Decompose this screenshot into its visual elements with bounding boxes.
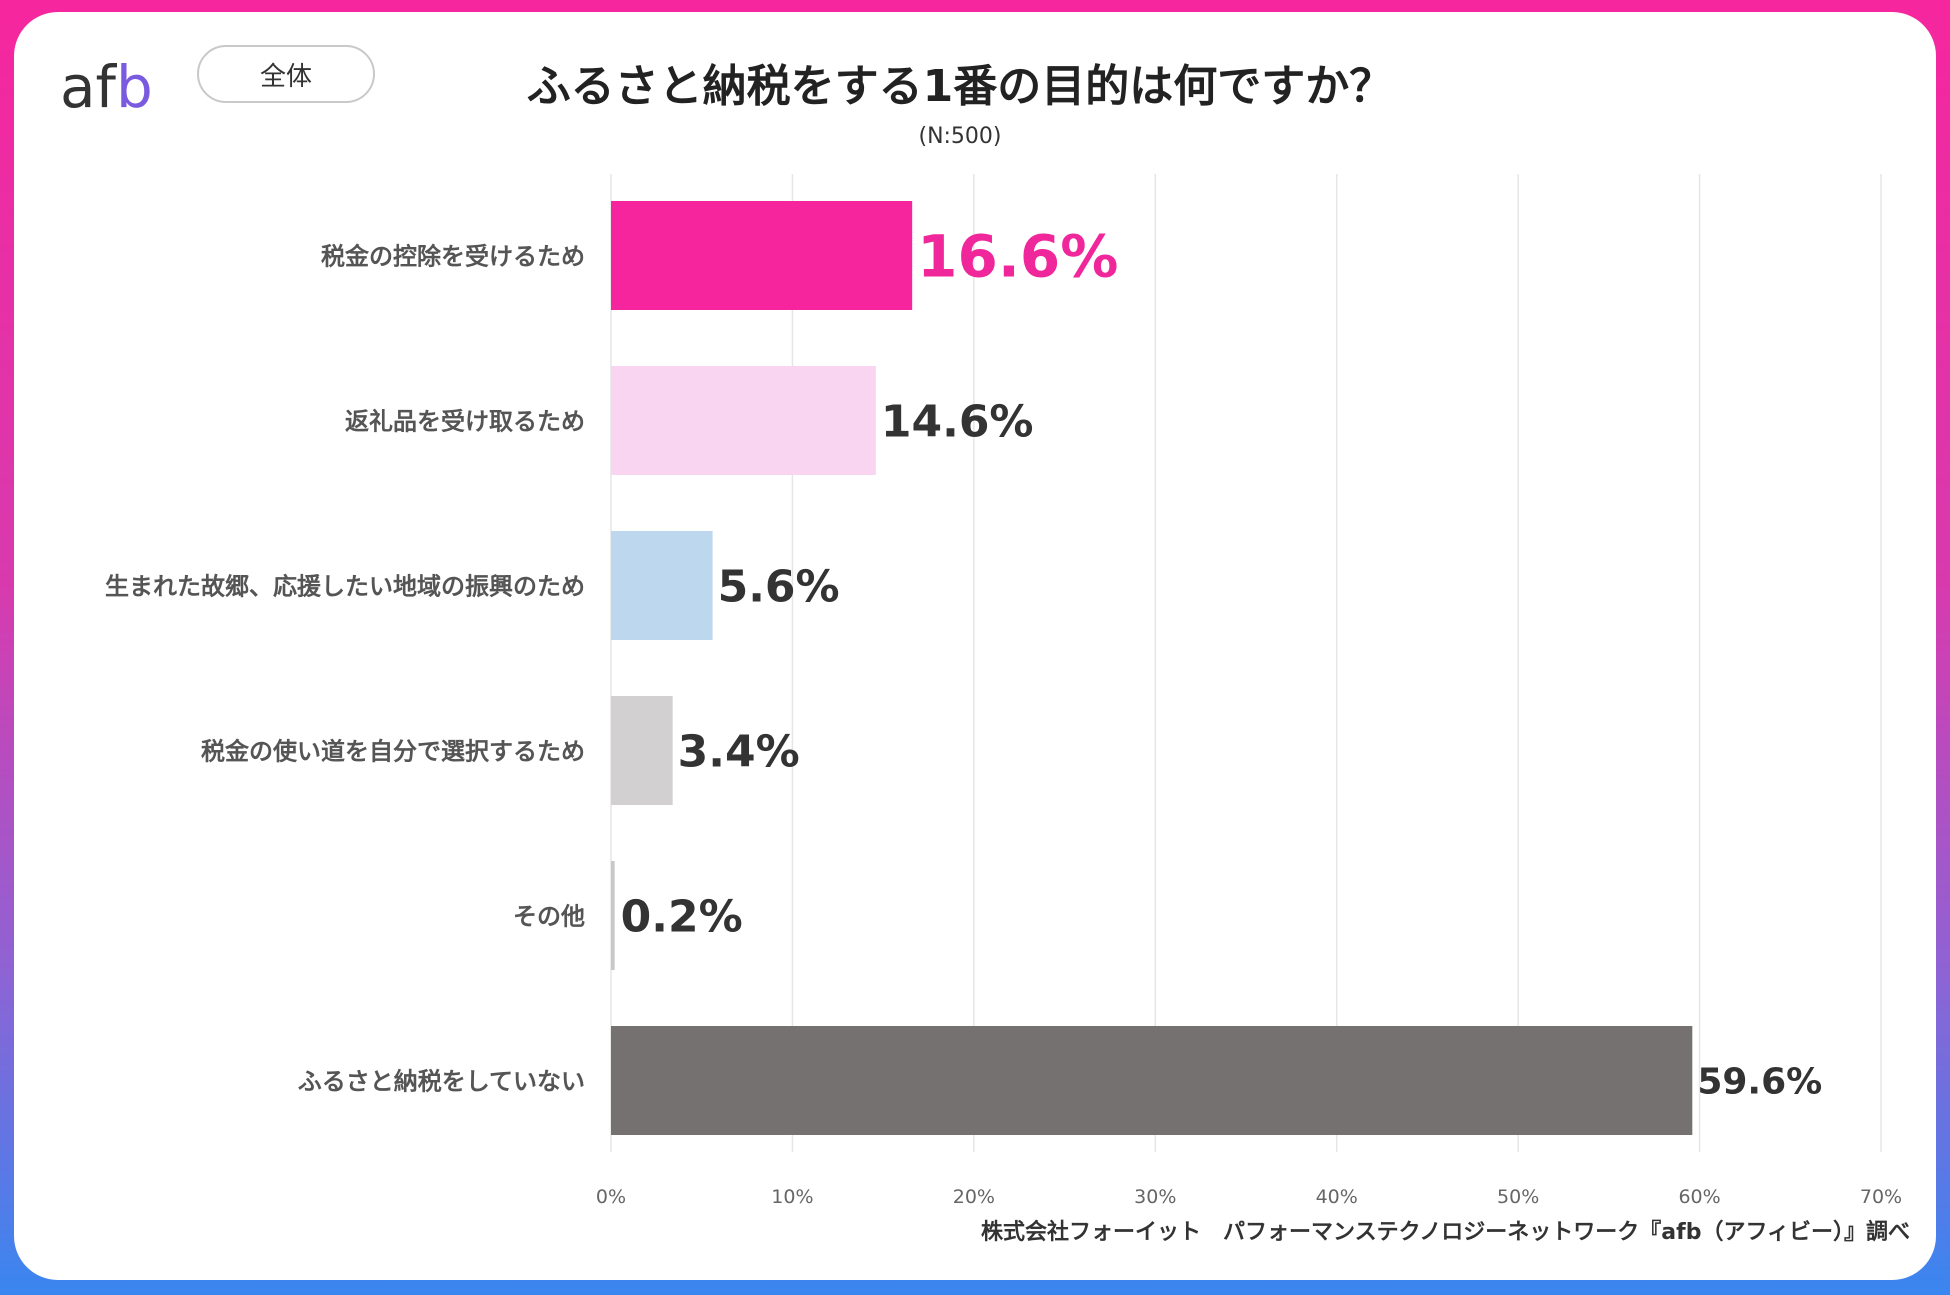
chart-subtitle: (N:500) [918, 124, 1002, 149]
bar [611, 531, 713, 640]
bar [611, 861, 615, 970]
segment-pill: 全体 [197, 45, 375, 103]
x-tick-label: 10% [771, 1186, 813, 1208]
value-label: 14.6% [881, 396, 1034, 447]
logo-letter-b: b [115, 53, 153, 121]
value-label: 3.4% [678, 726, 800, 777]
category-label: 生まれた故郷、応援したい地域の振興のため [105, 573, 585, 601]
logo-letter-f: f [95, 53, 116, 121]
x-tick-label: 50% [1497, 1186, 1539, 1208]
x-tick-label: 40% [1316, 1186, 1358, 1208]
bar [611, 696, 673, 805]
category-label: 税金の控除を受けるため [321, 243, 585, 271]
category-label: 返礼品を受け取るため [345, 408, 585, 436]
x-tick-label: 70% [1860, 1186, 1902, 1208]
x-tick-label: 20% [953, 1186, 995, 1208]
chart-title: ふるさと納税をする1番の目的は何ですか？ [526, 61, 1394, 112]
value-label: 0.2% [621, 891, 743, 942]
category-label: ふるさと納税をしていない [298, 1068, 585, 1096]
logo-letter-a: a [60, 53, 96, 121]
category-label: 税金の使い道を自分で選択するため [201, 738, 585, 766]
bar [611, 1026, 1693, 1135]
x-tick-label: 30% [1134, 1186, 1176, 1208]
value-label: 16.6% [917, 222, 1118, 290]
category-label: その他 [513, 903, 585, 931]
x-tick-label: 60% [1678, 1186, 1720, 1208]
value-label: 59.6% [1697, 1061, 1822, 1102]
x-tick-label: 0% [596, 1186, 626, 1208]
value-label: 5.6% [718, 561, 840, 612]
bar [611, 366, 876, 475]
bar [611, 201, 913, 310]
source-credit: 株式会社フォーイット パフォーマンステクノロジーネットワーク『afb（アフィビー… [981, 1220, 1910, 1245]
